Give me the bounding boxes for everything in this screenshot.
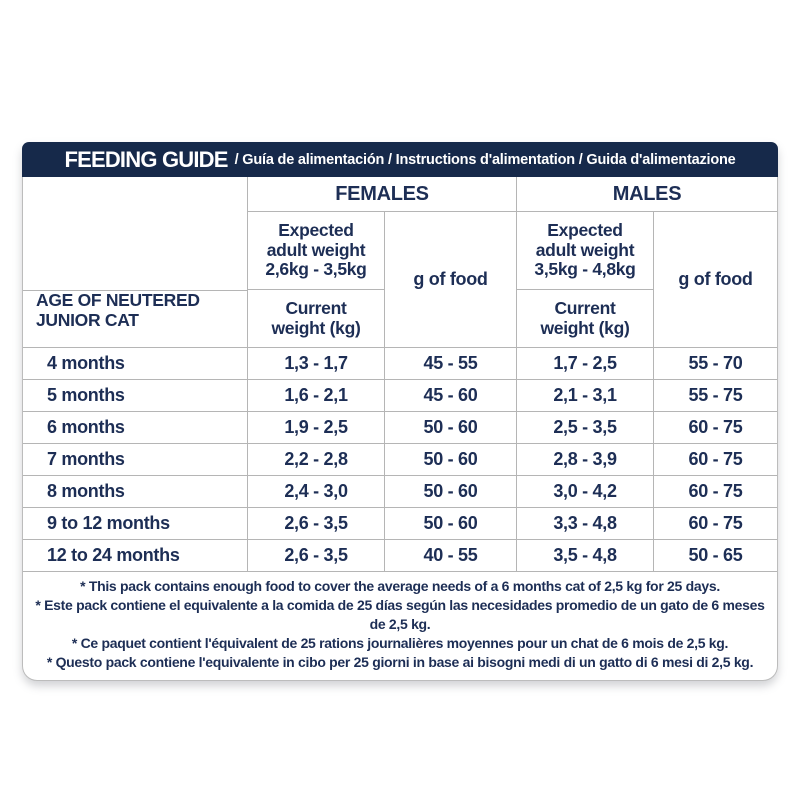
male-food-cell: 60 - 75 bbox=[653, 507, 777, 539]
male-weight-cell: 3,3 - 4,8 bbox=[516, 507, 653, 539]
male-weight-cell: 2,8 - 3,9 bbox=[516, 443, 653, 475]
current-weight-line: Current bbox=[285, 297, 347, 318]
feeding-guide-card: FEEDING GUIDE / Guía de alimentación / I… bbox=[22, 142, 778, 681]
age-cell: 6 months bbox=[23, 411, 247, 443]
female-food-cell: 50 - 60 bbox=[384, 411, 516, 443]
female-food-cell: 40 - 55 bbox=[384, 539, 516, 571]
female-weight-cell: 2,6 - 3,5 bbox=[247, 539, 384, 571]
female-food-cell: 45 - 55 bbox=[384, 347, 516, 379]
expected-weight-range-males: 3,5kg - 4,8kg bbox=[534, 259, 636, 280]
male-weight-cell: 3,0 - 4,2 bbox=[516, 475, 653, 507]
g-of-food-header-males: g of food bbox=[653, 212, 777, 347]
expected-weight-range-females: 2,6kg - 3,5kg bbox=[265, 259, 367, 280]
female-food-cell: 45 - 60 bbox=[384, 379, 516, 411]
feeding-guide-subtitle-translations: / Guía de alimentación / Instructions d'… bbox=[234, 151, 736, 168]
age-cell: 9 to 12 months bbox=[23, 507, 247, 539]
feeding-table: FEMALES MALES Expected adult weight 2,6k… bbox=[22, 177, 778, 681]
female-weight-cell: 1,9 - 2,5 bbox=[247, 411, 384, 443]
current-weight-line: weight (kg) bbox=[271, 317, 361, 338]
empty-corner-cell bbox=[23, 177, 247, 212]
female-weight-cell: 2,6 - 3,5 bbox=[247, 507, 384, 539]
current-weight-header-females: Current weight (kg) bbox=[247, 290, 384, 347]
age-cell: 7 months bbox=[23, 443, 247, 475]
female-food-cell: 50 - 60 bbox=[384, 475, 516, 507]
footnote-line-es: * Este pack contiene el equivalente a la… bbox=[35, 597, 765, 632]
male-weight-cell: 1,7 - 2,5 bbox=[516, 347, 653, 379]
footnote-line-en: * This pack contains enough food to cove… bbox=[80, 578, 720, 594]
female-weight-cell: 1,6 - 2,1 bbox=[247, 379, 384, 411]
age-cell: 5 months bbox=[23, 379, 247, 411]
age-cell: 4 months bbox=[23, 347, 247, 379]
age-header-line: JUNIOR CAT bbox=[36, 309, 139, 330]
female-weight-cell: 2,2 - 2,8 bbox=[247, 443, 384, 475]
male-weight-cell: 3,5 - 4,8 bbox=[516, 539, 653, 571]
empty-age-spacer-cell bbox=[23, 212, 247, 290]
col-header-males: MALES bbox=[516, 177, 777, 212]
female-weight-cell: 1,3 - 1,7 bbox=[247, 347, 384, 379]
expected-label-line: adult weight bbox=[535, 239, 635, 260]
male-weight-cell: 2,1 - 3,1 bbox=[516, 379, 653, 411]
age-column-header: AGE OF NEUTERED JUNIOR CAT bbox=[23, 290, 247, 347]
expected-label-line: adult weight bbox=[266, 239, 366, 260]
col-header-females: FEMALES bbox=[247, 177, 516, 212]
expected-weight-header-females: Expected adult weight 2,6kg - 3,5kg bbox=[247, 212, 384, 290]
feeding-guide-title: FEEDING GUIDE bbox=[64, 146, 228, 172]
female-food-cell: 50 - 60 bbox=[384, 507, 516, 539]
male-food-cell: 50 - 65 bbox=[653, 539, 777, 571]
male-food-cell: 60 - 75 bbox=[653, 443, 777, 475]
male-food-cell: 60 - 75 bbox=[653, 411, 777, 443]
g-of-food-header-females: g of food bbox=[384, 212, 516, 347]
current-weight-header-males: Current weight (kg) bbox=[516, 290, 653, 347]
expected-label-line: Expected bbox=[547, 219, 623, 240]
age-cell: 12 to 24 months bbox=[23, 539, 247, 571]
male-weight-cell: 2,5 - 3,5 bbox=[516, 411, 653, 443]
feeding-guide-header: FEEDING GUIDE / Guía de alimentación / I… bbox=[22, 142, 778, 177]
footnote-line-fr: * Ce paquet contient l'équivalent de 25 … bbox=[71, 635, 729, 651]
age-cell: 8 months bbox=[23, 475, 247, 507]
expected-weight-header-males: Expected adult weight 3,5kg - 4,8kg bbox=[516, 212, 653, 290]
age-header-line: AGE OF NEUTERED bbox=[36, 290, 200, 310]
male-food-cell: 60 - 75 bbox=[653, 475, 777, 507]
male-food-cell: 55 - 70 bbox=[653, 347, 777, 379]
female-weight-cell: 2,4 - 3,0 bbox=[247, 475, 384, 507]
current-weight-line: weight (kg) bbox=[540, 317, 630, 338]
female-food-cell: 50 - 60 bbox=[384, 443, 516, 475]
male-food-cell: 55 - 75 bbox=[653, 379, 777, 411]
expected-label-line: Expected bbox=[278, 219, 354, 240]
footnote-line-it: * Questo pack contiene l'equivalente in … bbox=[46, 654, 754, 670]
footnotes: * This pack contains enough food to cove… bbox=[23, 571, 777, 680]
current-weight-line: Current bbox=[554, 297, 616, 318]
